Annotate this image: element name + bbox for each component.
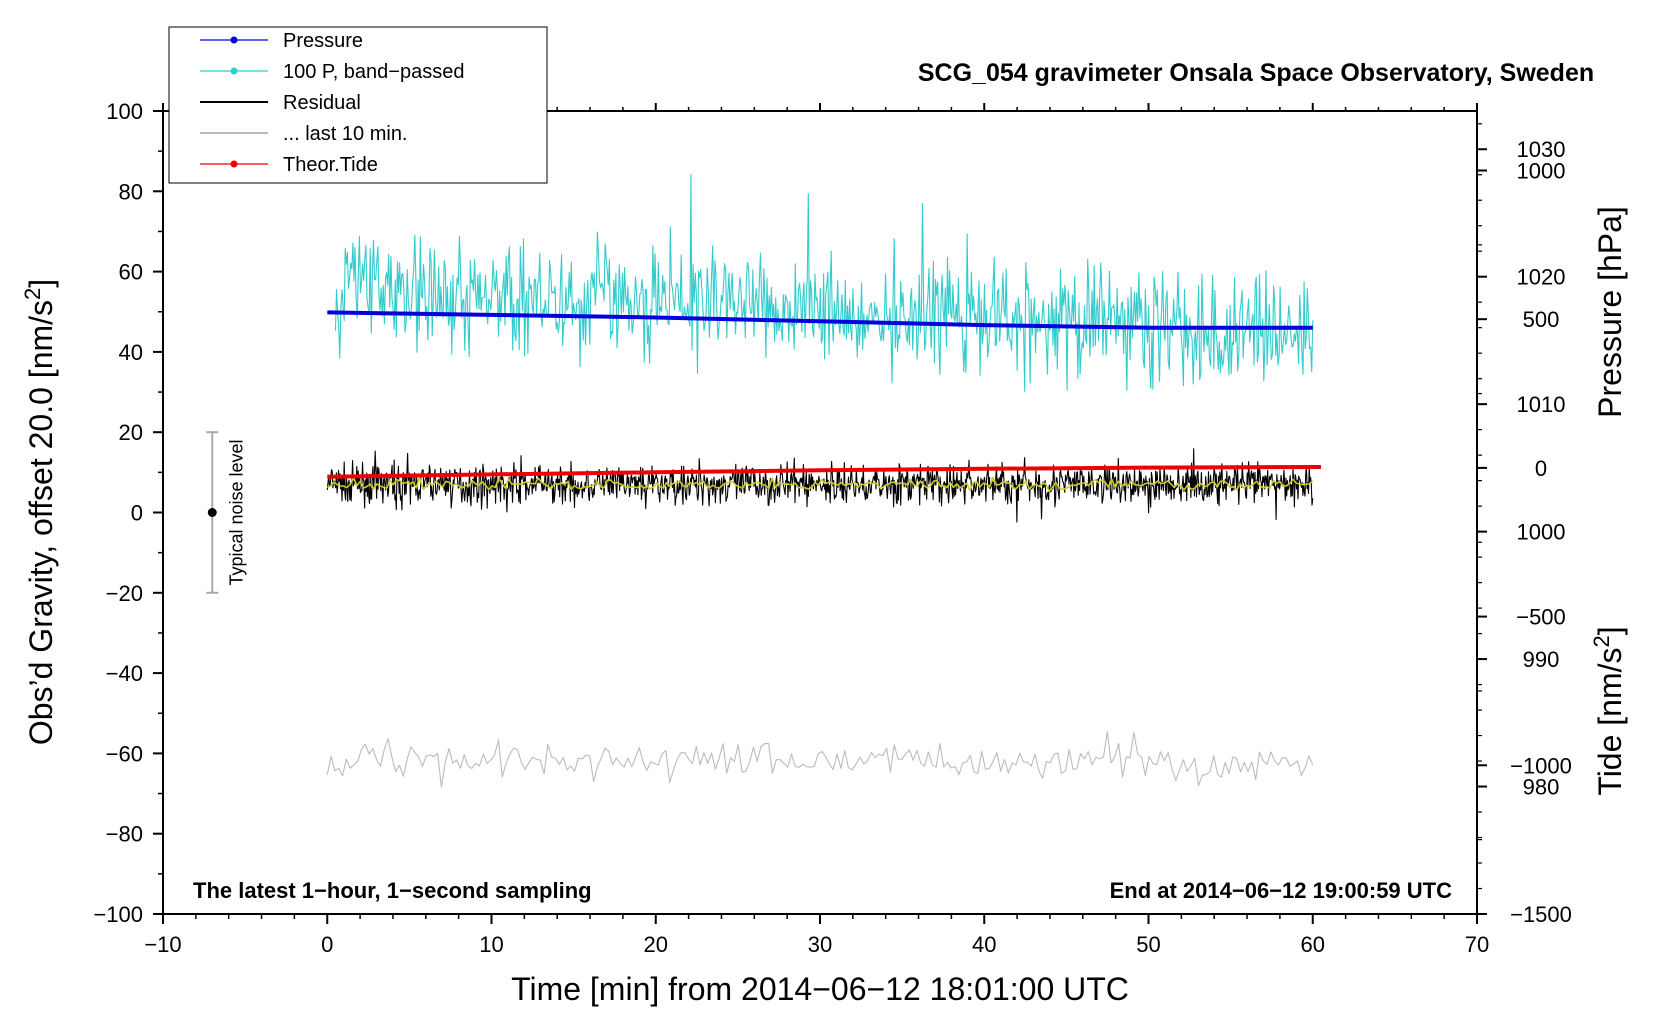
ticks-layer: −10 0 10 20 30 40 50 60 70100806040200−20−40−60−… [93,99,1571,957]
y-axis-left-label-end: ] [23,279,59,288]
legend-label: Theor.Tide [283,154,378,176]
y-left-tick-label: 0 [131,501,143,526]
noise-bar-center-dot [207,508,217,517]
annotation-end-time: End at 2014−06−12 19:00:59 UTC [1110,878,1453,903]
y-left-tick-label: −60 [106,741,143,766]
y-axis-tide-label-end: ] [1592,626,1628,635]
legend: Pressure 100 P, band−passed Residual ... la… [168,26,548,184]
legend-box [168,26,548,184]
y-axis-tide-label: Tide [nm/s2] [1589,626,1628,795]
y-left-tick-label: 100 [106,99,143,124]
y-left-tick-label: −100 [93,902,143,927]
y-axis-left-label-main: Obs’d Gravity, offset 20.0 [nm/s [23,300,59,745]
series-line-theor-tide [327,465,1322,479]
x-tick-label: 0 [321,932,333,957]
noise-level-bar: Typical noise level [206,431,246,594]
legend-marker [230,160,238,168]
tide-tick-label: 500 [1523,307,1560,332]
x-tick-label: −10 [144,932,181,957]
legend-label: ... last 10 min. [283,123,408,145]
x-tick-label: 60 [1301,932,1325,957]
y-left-tick-label: −40 [106,661,143,686]
legend-marker [230,36,238,44]
series-line--last-10-min- [326,731,1314,788]
x-tick-label: 70 [1465,932,1489,957]
pressure-tick-label: 990 [1523,647,1560,672]
series-layer [326,174,1322,788]
x-tick-label: 50 [1136,932,1160,957]
y-axis-left-label: Obs’d Gravity, offset 20.0 [nm/s2] [20,279,59,745]
pressure-tick-label: 1010 [1517,392,1566,417]
y-left-tick-label: 40 [119,340,143,365]
y-left-tick-label: −20 [106,581,143,606]
legend-marker [230,67,238,75]
y-axis-tide-label-sup: 2 [1589,635,1614,647]
chart-title: SCG_054 gravimeter Onsala Space Observat… [918,59,1594,87]
tide-tick-label: 1000 [1517,158,1566,183]
x-tick-label: 40 [972,932,996,957]
pressure-tick-label: 1000 [1517,520,1566,545]
tide-tick-label: −1500 [1510,902,1572,927]
series-line-residual-smoothed [326,476,1314,492]
series-line-100-p-band-passed [334,174,1314,392]
pressure-tick-label: 980 [1523,775,1560,800]
legend-label: Residual [283,92,361,114]
y-left-tick-label: 80 [119,179,143,204]
y-axis-tide-label-main: Tide [nm/s [1592,647,1628,795]
y-left-tick-label: −80 [106,822,143,847]
legend-label: Pressure [283,30,363,52]
x-tick-label: 20 [644,932,668,957]
x-axis-label: Time [min] from 2014−06−12 18:01:00 UTC [511,971,1129,1007]
tide-tick-label: −500 [1516,605,1566,630]
y-left-tick-label: 20 [119,420,143,445]
legend-label: 100 P, band−passed [283,61,464,83]
annotation-sampling: The latest 1−hour, 1−second sampling [193,878,592,903]
series-line-pressure [327,310,1313,330]
y-left-tick-label: 60 [119,260,143,285]
tide-tick-label: −1000 [1510,753,1572,778]
pressure-tick-label: 1030 [1517,137,1566,162]
x-tick-label: 10 [479,932,503,957]
y-axis-pressure-label: Pressure [hPa] [1592,206,1628,418]
tide-tick-label: 0 [1535,456,1547,481]
noise-bar-label: Typical noise level [226,439,246,585]
x-tick-label: 30 [808,932,832,957]
pressure-tick-label: 1020 [1517,265,1566,290]
y-axis-left-label-sup: 2 [20,288,45,300]
